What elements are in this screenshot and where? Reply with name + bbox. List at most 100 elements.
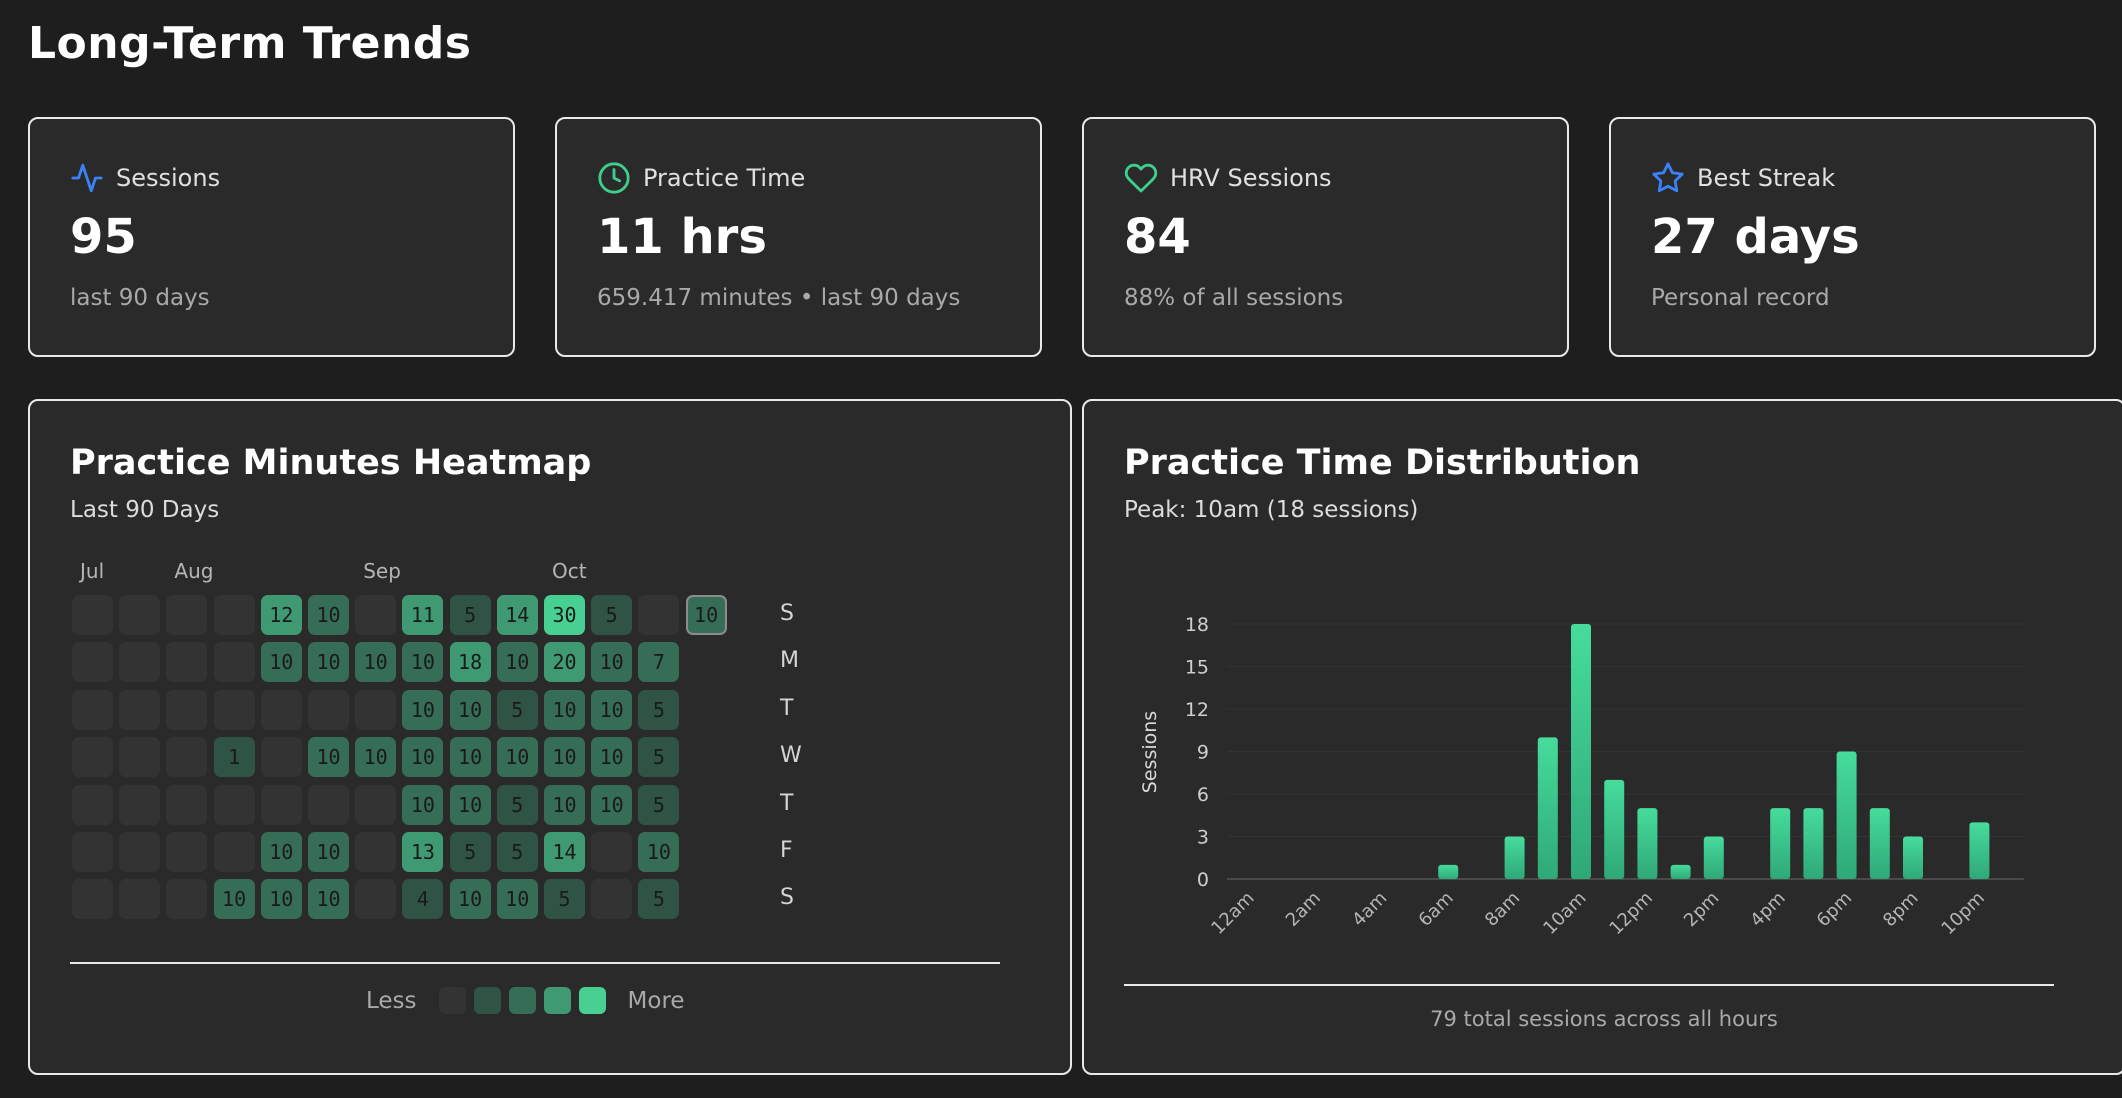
bar-10pm[interactable] — [1969, 822, 1990, 879]
heatmap-cell[interactable] — [72, 737, 113, 778]
heatmap-cell[interactable]: 10 — [308, 737, 349, 778]
heatmap-cell[interactable] — [213, 832, 255, 872]
heatmap-cell[interactable] — [119, 784, 161, 825]
heatmap-cell[interactable] — [72, 879, 113, 920]
heatmap-cell[interactable] — [213, 642, 255, 683]
heatmap-cell[interactable] — [166, 737, 208, 778]
heatmap-cell[interactable]: 10 — [402, 784, 444, 825]
heatmap-cell[interactable]: 10 — [449, 879, 491, 920]
heatmap-cell[interactable]: 4 — [402, 879, 444, 920]
heatmap-cell[interactable]: 10 — [308, 832, 349, 872]
heatmap-cell[interactable] — [355, 832, 397, 872]
heatmap-cell[interactable]: 10 — [213, 879, 255, 920]
bar-10am[interactable] — [1571, 624, 1591, 879]
bar-7pm[interactable] — [1869, 808, 1890, 879]
heatmap-cell[interactable] — [72, 595, 113, 635]
heatmap-cell[interactable] — [119, 737, 161, 778]
heatmap-cell[interactable] — [260, 737, 302, 778]
heatmap-cell[interactable]: 10 — [685, 595, 727, 635]
heatmap-cell[interactable] — [308, 784, 349, 825]
heatmap-cell[interactable]: 10 — [591, 689, 633, 730]
heatmap-cell[interactable] — [260, 784, 302, 825]
heatmap-cell[interactable] — [355, 595, 397, 635]
heatmap-cell[interactable]: 5 — [638, 737, 680, 778]
heatmap-cell[interactable] — [638, 595, 680, 635]
heatmap-cell[interactable]: 10 — [544, 784, 585, 825]
heatmap-cell[interactable] — [72, 642, 113, 683]
heatmap-cell[interactable]: 7 — [638, 642, 680, 683]
heatmap-cell[interactable] — [260, 689, 302, 730]
heatmap-cell[interactable]: 10 — [496, 737, 538, 778]
heatmap-cell[interactable]: 10 — [544, 689, 585, 730]
heatmap-cell[interactable] — [119, 879, 161, 920]
heatmap-cell[interactable]: 10 — [591, 642, 633, 683]
heatmap-cell[interactable]: 5 — [496, 832, 538, 872]
heatmap-cell[interactable]: 5 — [591, 595, 633, 635]
heatmap-cell[interactable]: 5 — [638, 784, 680, 825]
bar-12pm[interactable] — [1637, 808, 1658, 879]
heatmap-cell[interactable] — [72, 784, 113, 825]
bar-2pm[interactable] — [1703, 836, 1724, 880]
heatmap-cell[interactable]: 10 — [496, 642, 538, 683]
heatmap-cell[interactable] — [166, 595, 208, 635]
heatmap-cell[interactable]: 10 — [260, 879, 302, 920]
heatmap-cell[interactable]: 20 — [544, 642, 585, 683]
heatmap-cell[interactable]: 5 — [638, 879, 680, 920]
bar-6am[interactable] — [1438, 864, 1459, 879]
heatmap-cell[interactable]: 10 — [308, 642, 349, 683]
heatmap-cell[interactable]: 5 — [638, 689, 680, 730]
heatmap-cell[interactable] — [72, 689, 113, 730]
bar-8pm[interactable] — [1903, 836, 1923, 880]
bar-1pm[interactable] — [1670, 864, 1691, 879]
heatmap-cell[interactable] — [166, 689, 208, 730]
heatmap-cell[interactable]: 14 — [544, 832, 585, 872]
heatmap-cell[interactable] — [591, 879, 633, 920]
heatmap-cell[interactable]: 5 — [449, 832, 491, 872]
heatmap-cell[interactable] — [355, 784, 397, 825]
heatmap-cell[interactable]: 10 — [260, 832, 302, 872]
heatmap-cell[interactable]: 10 — [449, 784, 491, 825]
heatmap-cell[interactable]: 10 — [496, 879, 538, 920]
heatmap-cell[interactable] — [213, 689, 255, 730]
heatmap-cell[interactable]: 11 — [402, 595, 444, 635]
heatmap-cell[interactable]: 12 — [260, 595, 302, 635]
heatmap-cell[interactable]: 10 — [638, 832, 680, 872]
heatmap-cell[interactable]: 1 — [213, 737, 255, 778]
heatmap-cell[interactable]: 10 — [402, 689, 444, 730]
heatmap-cell[interactable]: 30 — [544, 595, 585, 635]
bar-9am[interactable] — [1537, 737, 1558, 879]
heatmap-cell[interactable]: 10 — [449, 737, 491, 778]
heatmap-cell[interactable] — [166, 832, 208, 872]
heatmap-cell[interactable]: 10 — [402, 642, 444, 683]
bar-8am[interactable] — [1504, 836, 1525, 880]
heatmap-cell[interactable]: 5 — [496, 689, 538, 730]
heatmap-cell[interactable] — [213, 784, 255, 825]
heatmap-cell[interactable] — [119, 642, 161, 683]
heatmap-cell[interactable] — [355, 879, 397, 920]
heatmap-cell[interactable]: 5 — [449, 595, 491, 635]
heatmap-cell[interactable]: 10 — [449, 689, 491, 730]
heatmap-cell[interactable] — [72, 832, 113, 872]
bar-11am[interactable] — [1604, 779, 1625, 879]
bar-6pm[interactable] — [1836, 751, 1857, 880]
heatmap-cell[interactable]: 10 — [308, 879, 349, 920]
bar-4pm[interactable] — [1770, 808, 1791, 879]
heatmap-cell[interactable] — [166, 642, 208, 683]
heatmap-cell[interactable]: 10 — [260, 642, 302, 683]
heatmap-cell[interactable]: 10 — [591, 784, 633, 825]
heatmap-cell[interactable]: 13 — [402, 832, 444, 872]
heatmap-cell[interactable] — [355, 689, 397, 730]
heatmap-cell[interactable] — [308, 689, 349, 730]
heatmap-cell[interactable] — [119, 595, 161, 635]
heatmap-cell[interactable]: 5 — [496, 784, 538, 825]
heatmap-cell[interactable]: 10 — [355, 737, 397, 778]
heatmap-cell[interactable]: 10 — [402, 737, 444, 778]
heatmap-cell[interactable] — [166, 879, 208, 920]
heatmap-cell[interactable]: 10 — [544, 737, 585, 778]
heatmap-cell[interactable]: 18 — [449, 642, 491, 683]
heatmap-cell[interactable]: 10 — [591, 737, 633, 778]
heatmap-cell[interactable]: 5 — [544, 879, 585, 920]
heatmap-cell[interactable]: 10 — [308, 595, 349, 635]
heatmap-cell[interactable]: 14 — [496, 595, 538, 635]
heatmap-cell[interactable] — [166, 784, 208, 825]
